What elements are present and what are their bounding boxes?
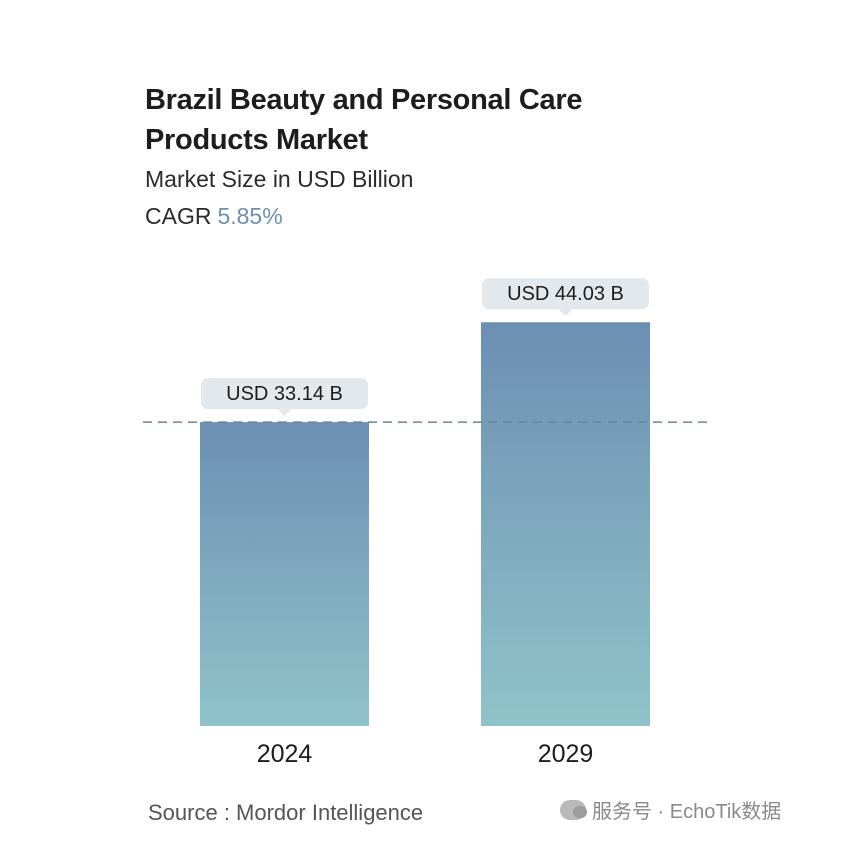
watermark: 服务号 · EchoTik数据	[560, 795, 781, 824]
value-label-2024: USD 33.14 B	[226, 383, 343, 405]
value-label-box-2029	[482, 278, 649, 310]
bar-2029	[481, 322, 650, 726]
x-tick-label-2029: 2029	[538, 740, 594, 768]
cagr-value: 5.85%	[217, 203, 283, 229]
watermark-text: 服务号 · EchoTik数据	[592, 801, 782, 823]
value-label-pointer-2029	[558, 309, 573, 317]
wechat-icon	[560, 799, 587, 820]
source-note: Source : Mordor Intelligence	[148, 800, 424, 825]
chart-subtitle: Market Size in USD Billion	[145, 166, 414, 192]
value-label-box-2024	[201, 378, 368, 410]
cagr-line: CAGR 5.85%	[145, 203, 283, 230]
value-label-2029: USD 44.03 B	[507, 283, 624, 305]
cagr-label: CAGR	[145, 203, 212, 229]
x-tick-label-2024: 2024	[257, 740, 313, 768]
bar-2024	[200, 422, 369, 726]
value-label-pointer-2024	[277, 409, 292, 417]
chart-title: Brazil Beauty and Personal Care Products…	[145, 84, 583, 156]
